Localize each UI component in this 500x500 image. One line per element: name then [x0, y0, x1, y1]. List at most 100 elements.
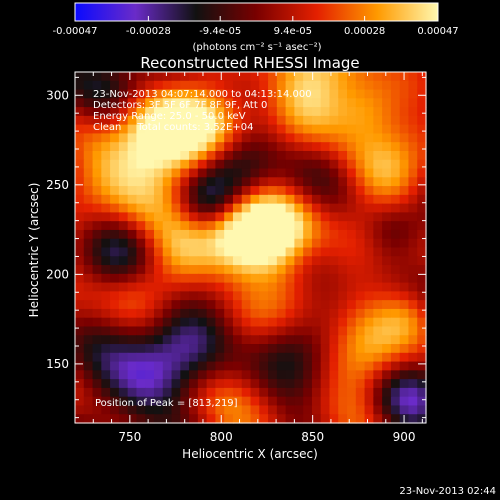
heatmap-cell: [259, 133, 269, 143]
heatmap-cell: [382, 414, 392, 424]
heatmap-cell: [145, 326, 155, 336]
heatmap-cell: [75, 396, 85, 407]
heatmap-cell: [75, 168, 85, 178]
heatmap-cell: [268, 72, 278, 82]
heatmap-cell: [171, 344, 181, 354]
heatmap-cell: [110, 89, 120, 99]
heatmap-cell: [382, 379, 392, 389]
heatmap-cell: [232, 80, 243, 91]
heatmap-cell: [382, 344, 392, 354]
heatmap-cell: [373, 124, 383, 135]
heatmap-cell: [338, 168, 348, 178]
heatmap-cell: [320, 229, 331, 240]
heatmap-cell: [268, 273, 278, 284]
heatmap-cell: [171, 370, 181, 380]
heatmap-cell: [162, 203, 173, 214]
heatmap-cell: [101, 370, 111, 380]
heatmap-cell: [399, 89, 410, 99]
heatmap-cell: [382, 238, 392, 249]
heatmap-cell: [180, 80, 190, 91]
heatmap-cell: [268, 256, 278, 266]
heatmap-cell: [294, 238, 304, 249]
heatmap-cell: [338, 379, 348, 389]
heatmap-cell: [311, 273, 322, 284]
heatmap-cell: [311, 256, 322, 266]
heatmap-cell: [83, 107, 94, 117]
heatmap-cell: [417, 387, 427, 398]
heatmap-cell: [276, 72, 287, 82]
heatmap-cell: [110, 124, 120, 135]
heatmap-cell: [145, 168, 155, 178]
heatmap-cell: [390, 273, 401, 284]
heatmap-cell: [364, 124, 374, 135]
heatmap-cell: [364, 229, 374, 240]
heatmap-cell: [303, 352, 313, 363]
heatmap-cell: [399, 203, 410, 214]
heatmap-cell: [399, 142, 410, 152]
heatmap-cell: [329, 203, 339, 214]
annotation-energy-range: Energy Range: 25.0 - 50.0 keV: [93, 111, 246, 122]
heatmap-cell: [303, 229, 313, 240]
heatmap-cell: [320, 142, 331, 152]
heatmap-cell: [311, 159, 322, 170]
heatmap-cell: [382, 335, 392, 345]
heatmap-cell: [206, 212, 217, 222]
heatmap-cell: [127, 159, 138, 170]
heatmap-cell: [127, 124, 138, 135]
heatmap-cell: [92, 379, 102, 389]
heatmap-cell: [153, 159, 164, 170]
heatmap-cell: [347, 80, 357, 91]
heatmap-cell: [197, 124, 208, 135]
heatmap-cell: [162, 89, 173, 99]
heatmap-cell: [180, 396, 190, 407]
heatmap-cell: [171, 89, 181, 99]
heatmap-cell: [197, 212, 208, 222]
heatmap-cell: [232, 150, 243, 161]
heatmap-cell: [92, 115, 102, 126]
heatmap-cell: [83, 238, 94, 249]
heatmap-cell: [355, 291, 366, 301]
heatmap-cell: [215, 212, 225, 222]
heatmap-cell: [311, 221, 322, 231]
heatmap-cell: [75, 203, 85, 214]
heatmap-cell: [180, 124, 190, 135]
heatmap-cell: [136, 221, 146, 231]
heatmap-cell: [197, 89, 208, 99]
heatmap-cell: [373, 308, 383, 319]
heatmap-cell: [268, 133, 278, 143]
heatmap-cell: [75, 247, 85, 257]
heatmap-cell: [180, 379, 190, 389]
heatmap-cell: [311, 203, 322, 214]
heatmap-cell: [189, 238, 199, 249]
heatmap-cell: [83, 72, 94, 82]
heatmap-cell: [232, 98, 243, 108]
heatmap-cell: [92, 387, 102, 398]
heatmap-cell: [215, 107, 225, 117]
heatmap-cell: [382, 221, 392, 231]
heatmap-cell: [294, 291, 304, 301]
heatmap-cell: [101, 159, 111, 170]
heatmap-cell: [259, 352, 269, 363]
heatmap-cell: [241, 265, 252, 275]
heatmap-cell: [347, 221, 357, 231]
heatmap-cell: [232, 370, 243, 380]
heatmap-cell: [110, 150, 120, 161]
heatmap-cell: [83, 229, 94, 240]
heatmap-cell: [171, 308, 181, 319]
heatmap-cell: [399, 221, 410, 231]
heatmap-cell: [224, 361, 234, 371]
heatmap-cell: [206, 291, 217, 301]
heatmap-cell: [373, 379, 383, 389]
heatmap-cell: [162, 115, 173, 126]
heatmap-cell: [276, 177, 287, 187]
heatmap-cell: [355, 300, 366, 310]
heatmap-cell: [171, 133, 181, 143]
heatmap-cell: [382, 229, 392, 240]
heatmap-cell: [110, 80, 120, 91]
heatmap-cell: [347, 273, 357, 284]
heatmap-cell: [171, 212, 181, 222]
heatmap-cell: [311, 265, 322, 275]
heatmap-cell: [373, 212, 383, 222]
heatmap-cell: [417, 265, 427, 275]
heatmap-cell: [206, 133, 217, 143]
